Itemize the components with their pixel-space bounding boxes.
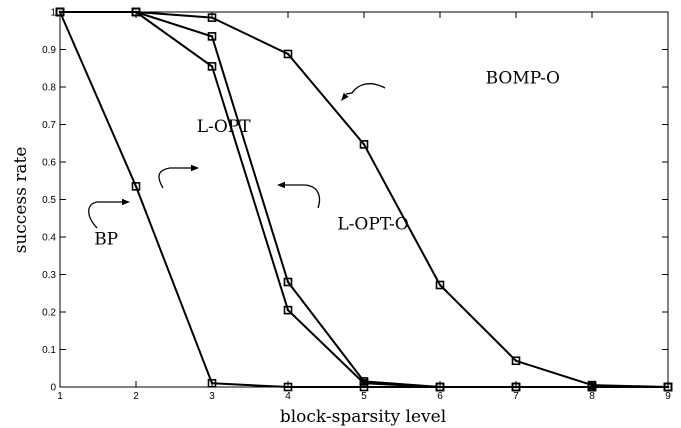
data-point-l-opt-o [283,277,293,287]
x-tick-label: 6 [437,391,443,402]
data-point-center [286,385,290,389]
data-point-center [210,65,214,68]
series-bp [55,7,673,392]
data-point-center [590,385,594,389]
series-bomp-o [55,7,673,392]
data-point-center [590,383,594,387]
annotation-l-opt: L-OPT [197,117,251,137]
data-point-bomp-o [663,382,673,392]
x-tick-label: 8 [589,391,595,402]
data-point-bomp-o [359,140,369,149]
l-opt-o-arrow [284,184,321,209]
y-tick-label: 0 [50,383,56,394]
data-point-bomp-o [283,49,293,59]
bomp-o-arrowhead [341,92,349,101]
series-line-bomp-o [60,11,669,388]
data-point-l-opt [283,305,293,315]
y-tick-label: 1 [50,8,56,19]
data-point-l-opt-o [359,377,369,386]
data-point-bomp-o [511,356,521,366]
data-point-center [666,385,670,389]
data-point-center [134,185,138,188]
x-tick-label: 9 [665,391,671,402]
x-tick-label: 3 [209,391,215,402]
annotation-l-opt-o: L-OPT-O [337,215,408,235]
data-point-center [438,283,442,287]
data-point-bomp-o [207,13,217,22]
y-tick-label: 0.5 [42,195,56,206]
data-point-bomp-o [587,380,597,390]
axes [59,11,669,388]
series-line-bp [59,11,668,388]
x-tick-label: 2 [133,391,139,402]
series-l-opt [55,7,673,392]
data-point-center [362,382,366,385]
bomp-o-arrow [345,83,386,95]
bp-arrowhead [122,198,130,206]
annotations: BP L-OPT L-OPT-O BOMP-O [88,68,560,250]
l-opt-arrow [158,167,192,189]
data-point-bp [131,182,141,191]
y-tick-label: 0.3 [42,270,56,281]
data-point-center [286,280,290,284]
series-group [55,7,673,392]
data-point-l-opt-o [207,32,217,41]
data-point-bomp-o [131,7,141,17]
data-point-center [362,143,366,146]
data-point-center [514,359,518,362]
data-point-l-opt-o [511,382,521,392]
data-point-center [210,382,214,385]
x-axis-label: block-sparsity level [280,407,446,427]
y-tick-label: 0.4 [42,233,56,244]
data-point-center [210,35,214,38]
y-tick-label: 0.6 [42,158,56,169]
data-point-bomp-o [435,280,445,290]
y-tick-label: 0.1 [42,345,56,356]
l-opt-o-arrowhead [277,181,285,189]
data-point-bp [283,382,293,392]
data-point-l-opt-o [435,382,445,392]
data-point-center [362,380,366,383]
data-point-center [58,10,62,14]
series-line-l-opt [60,11,668,388]
series-l-opt-o [55,7,673,392]
x-tick-label: 4 [285,391,291,402]
series-line-l-opt-o [60,11,668,388]
data-point-center [286,308,290,312]
data-point-bp [207,378,217,388]
tick-marks: 1 2 3 4 5 6 7 8 9 0 0.1 0.2 0.3 0.4 0.5 0.6 0.7 0.8 0.9 1 [42,8,671,403]
data-point-center [438,385,442,389]
data-point-center [286,52,290,56]
x-tick-label: 1 [57,391,63,402]
y-tick-label: 0.7 [42,120,56,131]
data-point-center [514,385,518,389]
plot-frame [59,11,669,388]
data-point-bomp-o [55,7,65,17]
y-axis-label: success rate [11,147,31,254]
x-tick-label: 5 [361,391,367,402]
bp-arrow [88,201,124,229]
annotation-bp: BP [94,230,118,250]
data-point-center [134,10,138,14]
y-tick-label: 0.2 [42,308,56,319]
data-point-center [210,16,214,19]
l-opt-arrowhead [191,164,199,172]
data-point-l-opt [207,62,217,71]
y-tick-label: 0.8 [42,83,56,94]
x-tick-label: 7 [513,391,519,402]
y-tick-label: 0.9 [42,45,56,56]
annotation-bomp-o: BOMP-O [486,68,560,88]
